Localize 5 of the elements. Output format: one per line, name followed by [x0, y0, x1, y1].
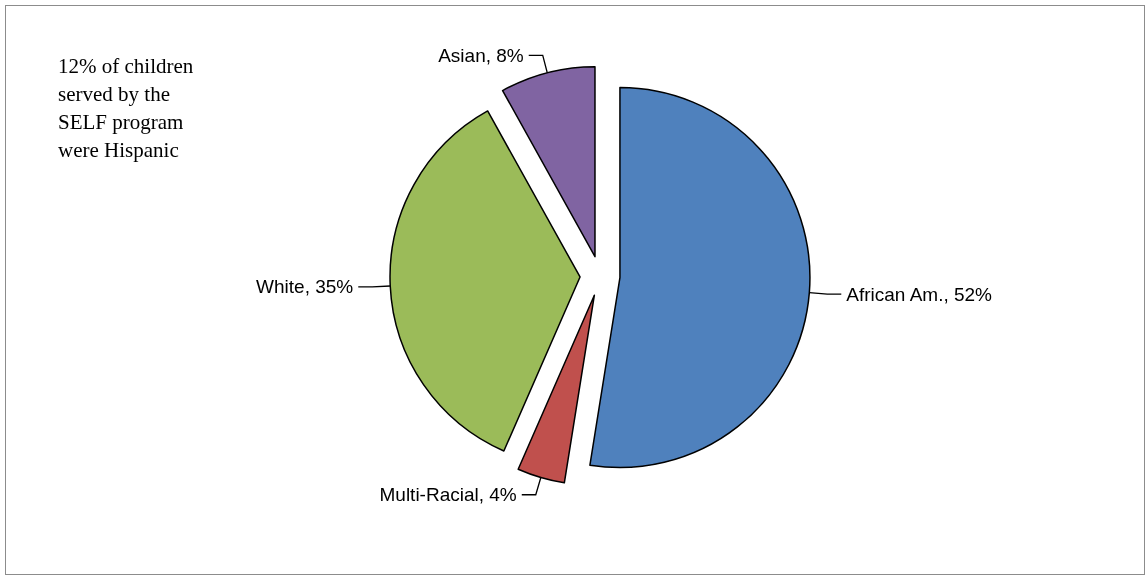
- slice-label: Asian, 8%: [438, 44, 524, 66]
- slice-label: White, 35%: [256, 276, 354, 298]
- slice-label: African Am., 52%: [846, 283, 993, 305]
- text: 12% of children served by the SELF program were Hispanic: [58, 54, 199, 162]
- slice-label: Multi-Racial, 4%: [379, 484, 517, 506]
